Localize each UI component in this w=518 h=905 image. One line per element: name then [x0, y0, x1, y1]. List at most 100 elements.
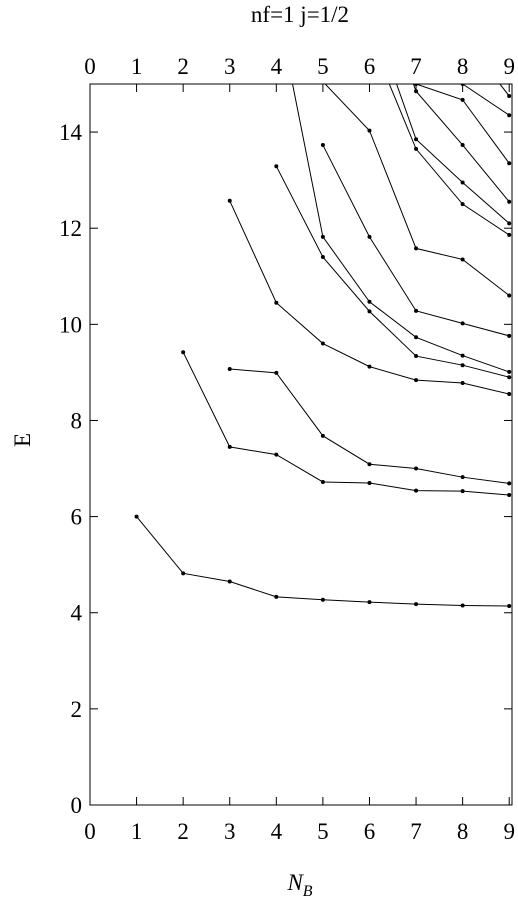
point: [507, 492, 512, 497]
point: [367, 34, 371, 38]
y-tick-label: 0: [71, 793, 83, 818]
point: [507, 161, 512, 166]
point: [320, 234, 325, 239]
point: [460, 202, 465, 207]
point: [414, 354, 419, 359]
x-tick-label-top: 7: [410, 54, 422, 79]
x-tick-label: 7: [410, 819, 422, 844]
x-tick-label: 6: [364, 819, 376, 844]
point: [367, 364, 372, 369]
point: [227, 367, 232, 372]
point: [414, 466, 419, 471]
point: [414, 137, 419, 142]
y-tick-label: 4: [71, 601, 83, 626]
x-tick-label-top: 3: [224, 54, 236, 79]
point: [227, 198, 232, 203]
point: [367, 128, 372, 133]
x-tick-label-top: 0: [84, 54, 96, 79]
point: [460, 380, 465, 385]
x-axis-label-sub: B: [303, 883, 313, 900]
point: [507, 293, 512, 298]
y-tick-label: 10: [59, 312, 82, 337]
x-tick-label: 5: [317, 819, 329, 844]
series-line: [396, 84, 510, 224]
x-tick-label: 4: [271, 819, 283, 844]
point: [274, 594, 279, 599]
point: [414, 308, 419, 313]
point: [461, 34, 465, 38]
point: [320, 341, 325, 346]
x-axis-label-main: N: [286, 870, 304, 895]
point: [460, 257, 465, 262]
series-line: [388, 84, 510, 236]
y-tick-label: 14: [59, 120, 83, 145]
point: [274, 300, 279, 305]
point: [460, 180, 465, 185]
y-axis-label: E: [10, 433, 35, 447]
point: [134, 514, 139, 519]
point: [460, 353, 465, 358]
x-tick-label: 1: [131, 819, 143, 844]
series-line: [136, 516, 510, 607]
point: [320, 255, 325, 260]
series-line: [415, 84, 510, 164]
point: [460, 321, 465, 326]
series-line: [462, 84, 510, 116]
point: [181, 571, 186, 576]
point: [181, 350, 186, 355]
point: [367, 234, 372, 239]
point: [460, 475, 465, 480]
series-line: [229, 368, 510, 484]
point: [227, 444, 232, 449]
x-tick-label-top: 5: [317, 54, 329, 79]
x-tick-label: 0: [84, 819, 96, 844]
series-line: [182, 351, 510, 496]
point: [460, 97, 465, 102]
series-line: [412, 84, 510, 203]
y-tick-label: 2: [71, 697, 83, 722]
x-axis-label: NB: [286, 870, 312, 900]
y-tick-label: 12: [59, 216, 82, 241]
point: [227, 579, 232, 584]
point: [507, 604, 512, 609]
point: [367, 299, 372, 304]
point: [367, 480, 372, 485]
point: [414, 335, 419, 340]
point: [414, 602, 419, 607]
point: [507, 94, 512, 99]
x-tick-label: 3: [224, 819, 236, 844]
point: [460, 363, 465, 368]
x-tick-label-top: 6: [364, 54, 376, 79]
series-line: [322, 144, 510, 337]
point: [507, 113, 512, 118]
point: [460, 489, 465, 494]
y-tick-label: 6: [71, 505, 83, 530]
x-tick-label-top: 1: [131, 54, 143, 79]
point: [274, 370, 279, 375]
point: [460, 143, 465, 148]
series-line: [292, 84, 510, 373]
point: [507, 232, 512, 237]
x-tick-label: 9: [503, 819, 515, 844]
series-line: [275, 165, 510, 378]
point: [507, 375, 512, 380]
point: [507, 221, 512, 226]
point: [320, 433, 325, 438]
point: [507, 481, 512, 486]
x-tick-label-top: 8: [457, 54, 469, 79]
point: [320, 597, 325, 602]
point: [414, 488, 419, 493]
point: [414, 246, 419, 251]
point: [320, 143, 325, 148]
point: [274, 164, 279, 169]
point: [321, 80, 325, 84]
point: [367, 309, 372, 314]
series-line: [324, 84, 510, 296]
x-tick-label: 2: [177, 819, 189, 844]
plot-area: [134, 34, 512, 609]
x-tick-label-top: 2: [177, 54, 189, 79]
series-line: [499, 84, 510, 97]
x-tick-label: 8: [457, 819, 469, 844]
point: [507, 333, 512, 338]
